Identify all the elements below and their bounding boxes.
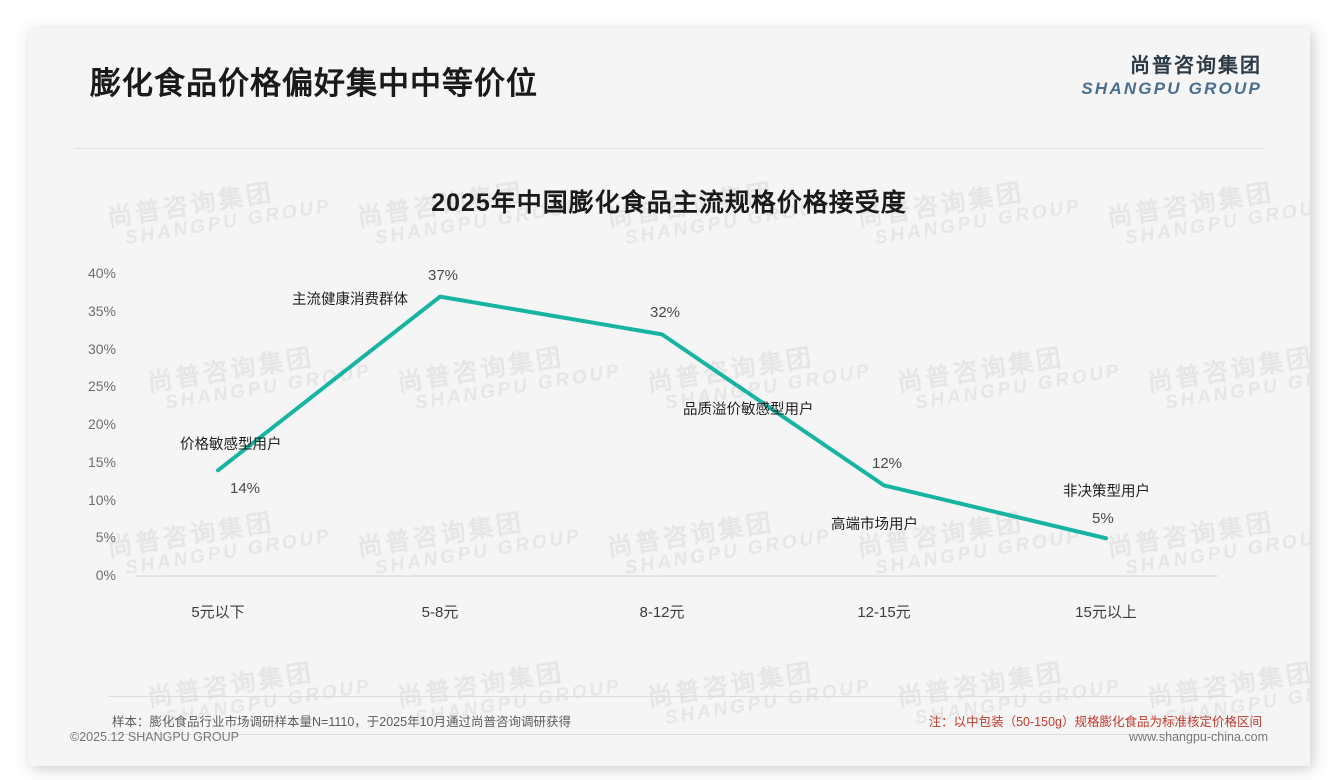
line-chart: 0% 5% 10% 15% 20% 25% 30% 35% 40% 5元以下 5-8元 8-12元 12… xyxy=(28,28,1310,766)
series-line xyxy=(216,294,1108,541)
notes-divider-bottom xyxy=(108,734,1233,735)
logo-english-text: SHANGPU GROUP xyxy=(1081,79,1262,98)
remark-note: 注：以中包装（50-150g）规格膨化食品为标准核定价格区间 xyxy=(928,715,1262,729)
sample-note: 样本：膨化食品行业市场调研样本量N=1110，于2025年10月通过尚普咨询调研… xyxy=(112,715,571,729)
y-axis-tick-label: 15% xyxy=(87,453,116,470)
slide-canvas: 尚普咨询集团 SHANGPU GROUP 尚普咨询集团 SHANGPU GROUP 尚普… xyxy=(28,28,1310,766)
y-axis-tick-label: 5% xyxy=(95,529,116,546)
data-point-label: 12% xyxy=(872,455,903,473)
data-point-label: 37% xyxy=(428,266,459,284)
y-axis-tick-label: 40% xyxy=(87,265,116,281)
x-axis-tick-label: 8-12元 xyxy=(639,604,685,621)
series-annotation-label: 主流健康消费群体 xyxy=(292,292,408,308)
x-axis-tick-label: 5元以下 xyxy=(191,604,245,621)
data-point-label: 5% xyxy=(1092,510,1114,528)
x-axis-tick-label: 15元以上 xyxy=(1075,604,1137,621)
y-axis-tick-label: 20% xyxy=(87,416,116,432)
slide-header: 膨化食品价格偏好集中中等价位 尚普咨询集团 SHANGPU GROUP xyxy=(28,28,1310,120)
data-point-label: 14% xyxy=(230,480,261,498)
header-divider xyxy=(74,148,1264,149)
website-text: www.shangpu-china.com xyxy=(1129,730,1268,744)
chart-svg xyxy=(136,294,1218,577)
y-axis-tick-label: 0% xyxy=(95,567,116,583)
brand-logo: 尚普咨询集团 SHANGPU GROUP xyxy=(1081,54,1262,99)
page-title: 膨化食品价格偏好集中中等价位 xyxy=(90,66,538,101)
series-annotation-label: 高端市场用户 xyxy=(831,517,918,533)
notes-divider-top xyxy=(108,696,1233,697)
series-annotation-label: 非决策型用户 xyxy=(1063,484,1150,500)
slide-footer: ©2025.12 SHANGPU GROUP www.shangpu-china… xyxy=(28,720,1310,766)
chart-title: 2025年中国膨化食品主流规格价格接受度 xyxy=(431,189,907,217)
y-axis-tick-label: 25% xyxy=(87,378,116,395)
series-annotation-label: 品质溢价敏感型用户 xyxy=(683,402,814,418)
y-axis-tick-label: 30% xyxy=(87,340,116,357)
y-axis-tick-label: 10% xyxy=(87,491,116,508)
x-axis-tick-label: 5-8元 xyxy=(421,604,459,621)
data-point-label: 32% xyxy=(650,304,681,322)
x-axis-tick-label: 12-15元 xyxy=(857,604,911,621)
logo-chinese-text: 尚普咨询集团 xyxy=(1130,55,1262,77)
series-annotation-label: 价格敏感型用户 xyxy=(180,437,282,453)
copyright-text: ©2025.12 SHANGPU GROUP xyxy=(70,730,239,744)
y-axis-tick-label: 35% xyxy=(87,302,116,319)
